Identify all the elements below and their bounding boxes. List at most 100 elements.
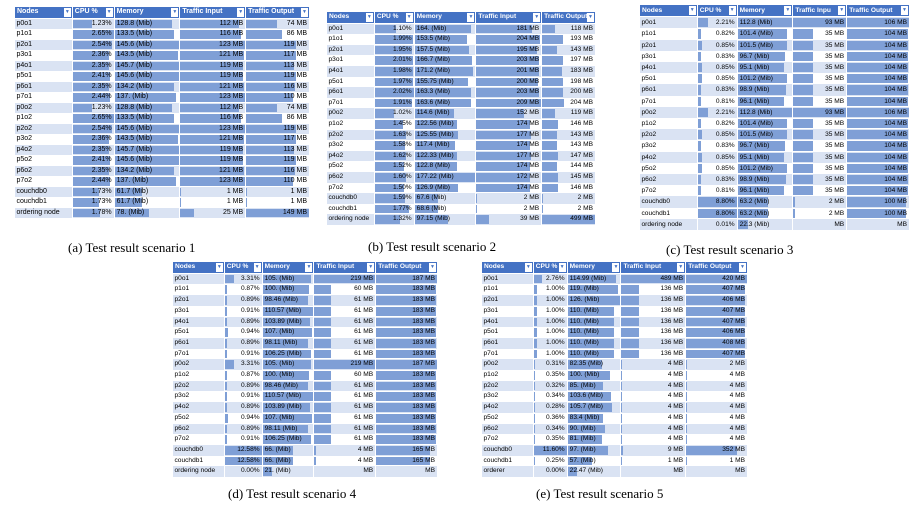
filter-dropdown-icon[interactable]: ▼ — [612, 263, 620, 272]
table-cell: 96.7 (Mib) — [737, 50, 794, 63]
filter-dropdown-icon[interactable]: ▼ — [215, 263, 223, 272]
data-bar — [476, 77, 539, 87]
filter-dropdown-icon[interactable]: ▼ — [429, 263, 436, 272]
table-cell: p4o2 — [326, 150, 375, 162]
filter-dropdown-icon[interactable]: ▼ — [253, 263, 261, 272]
data-bar — [262, 456, 293, 466]
filter-dropdown-icon[interactable]: ▼ — [237, 8, 245, 17]
cell-value: 2.54% — [91, 40, 112, 48]
column-header[interactable]: Traffic Output ▼ — [245, 6, 310, 19]
column-header[interactable]: Traffic Input ▼ — [179, 6, 247, 19]
cell-value: 143.5 (Mib) — [116, 135, 153, 142]
table-cell: 112.8 (Mib) — [737, 106, 794, 119]
table-cell: 8.80% — [697, 207, 738, 219]
table-cell: 0.87% — [224, 370, 263, 381]
column-header[interactable]: Traffic Output ▼ — [685, 261, 748, 274]
table-cell: 1.23% — [72, 18, 115, 29]
column-header-label: Nodes — [17, 8, 39, 15]
filter-dropdown-icon[interactable]: ▼ — [838, 6, 846, 16]
column-header[interactable]: Traffic Input ▼ — [620, 261, 687, 274]
results-table: Nodes ▼ CPU % ▼ Memory ▼ Traffic Inpu ▼ Traffic … — [639, 3, 910, 231]
data-bar — [686, 349, 746, 359]
column-header[interactable]: Memory ▼ — [736, 3, 794, 18]
filter-dropdown-icon[interactable]: ▼ — [105, 8, 113, 17]
table-row: p6o2 2.35% 134.2 (Mib) 121 MB 116 MB — [14, 165, 310, 176]
table-cell: 100. (Mib) — [262, 370, 315, 381]
cell-value: 0.85% — [715, 41, 735, 49]
table-cell: 166.7 (Mib) — [414, 55, 477, 66]
column-header[interactable]: Nodes ▼ — [639, 3, 698, 18]
data-bar — [567, 435, 602, 444]
data-bar — [224, 445, 262, 455]
filter-dropdown-icon[interactable]: ▼ — [367, 263, 375, 272]
table-row: p7o2 2.44% 137. (Mib) 123 MB 110 MB — [14, 176, 310, 187]
table-cell: p6o2 — [172, 423, 225, 435]
column-header[interactable]: CPU % ▼ — [532, 261, 568, 274]
table-cell: 119 MB — [179, 60, 247, 71]
table-cell: couchdb0 — [481, 444, 534, 456]
column-header[interactable]: Memory ▼ — [413, 11, 477, 24]
filter-dropdown-icon[interactable]: ▼ — [533, 13, 541, 22]
table-cell: p6o2 — [14, 165, 73, 176]
filter-dropdown-icon[interactable]: ▼ — [63, 8, 71, 17]
data-bar — [180, 114, 242, 123]
data-bar — [542, 172, 558, 182]
column-header[interactable]: Nodes ▼ — [172, 261, 225, 274]
data-bar — [314, 296, 332, 305]
data-bar — [414, 45, 469, 55]
cell-value: p4o2 — [641, 153, 657, 161]
filter-dropdown-icon[interactable]: ▼ — [677, 263, 685, 272]
filter-dropdown-icon[interactable]: ▼ — [587, 13, 594, 22]
column-header[interactable]: CPU % ▼ — [696, 3, 738, 18]
table-cell: 119. (Mib) — [567, 284, 622, 296]
column-header[interactable]: Traffic Input ▼ — [313, 261, 377, 274]
column-header[interactable]: Nodes ▼ — [14, 6, 73, 19]
column-header-label: Nodes — [642, 7, 663, 14]
column-header[interactable]: Traffic Output ▼ — [846, 3, 910, 18]
cell-value: 128.8 (Mib) — [116, 19, 153, 27]
column-header[interactable]: Nodes ▼ — [326, 11, 375, 24]
filter-dropdown-icon[interactable]: ▼ — [688, 6, 696, 16]
table-cell: MB — [375, 466, 438, 478]
filter-dropdown-icon[interactable]: ▼ — [301, 8, 308, 17]
filter-dropdown-icon[interactable]: ▼ — [305, 263, 313, 272]
column-header[interactable]: Traffic Output ▼ — [541, 11, 596, 24]
filter-dropdown-icon[interactable]: ▼ — [784, 6, 792, 16]
table-cell: 104 MB — [846, 129, 910, 141]
filter-dropdown-icon[interactable]: ▼ — [739, 263, 746, 272]
cell-value: 177.22 (Mib) — [416, 172, 454, 180]
column-header[interactable]: Traffic Output ▼ — [375, 261, 438, 274]
filter-dropdown-icon[interactable]: ▼ — [365, 13, 373, 22]
table-row: p2o1 0.89% 98.46 (Mib) 61 MB 183 MB — [172, 295, 438, 306]
data-bar — [567, 403, 612, 412]
filter-dropdown-icon[interactable]: ▼ — [405, 13, 413, 22]
column-header[interactable]: Memory ▼ — [113, 6, 181, 19]
filter-dropdown-icon[interactable]: ▼ — [728, 6, 736, 16]
cell-value: p5o2 — [328, 162, 344, 170]
filter-dropdown-icon[interactable]: ▼ — [558, 263, 566, 272]
column-header[interactable]: Nodes ▼ — [481, 261, 534, 274]
filter-dropdown-icon[interactable]: ▼ — [467, 13, 475, 22]
column-header[interactable]: Traffic Input ▼ — [475, 11, 543, 24]
column-header[interactable]: Memory ▼ — [261, 261, 315, 274]
data-bar — [414, 141, 455, 150]
table-cell: 407 MB — [685, 305, 748, 317]
filter-dropdown-icon[interactable]: ▼ — [524, 263, 532, 272]
cell-value: p4o1 — [174, 317, 190, 325]
column-header[interactable]: CPU % ▼ — [223, 261, 263, 274]
table-cell: 104 MB — [846, 39, 910, 51]
column-header[interactable]: Traffic Inpu ▼ — [792, 3, 848, 18]
table-cell: p2o1 — [14, 39, 73, 50]
table-cell: p6o2 — [326, 171, 375, 183]
filter-dropdown-icon[interactable]: ▼ — [901, 6, 908, 16]
column-header[interactable]: CPU % ▼ — [373, 11, 415, 24]
table-cell: 119 MB — [541, 108, 596, 119]
column-header[interactable]: Memory ▼ — [566, 261, 622, 274]
data-bar — [476, 183, 531, 193]
table-row: p4o1 0.85% 95.1 (Mib) 35 MB 104 MB — [639, 62, 910, 74]
header-row: Nodes ▼ CPU % ▼ Memory ▼ Traffic Input ▼ Traffic… — [172, 261, 438, 274]
column-header[interactable]: CPU % ▼ — [71, 6, 115, 19]
filter-dropdown-icon[interactable]: ▼ — [171, 8, 179, 17]
table-cell: 0.82% — [697, 28, 738, 40]
table-cell: 0.35% — [533, 370, 568, 381]
